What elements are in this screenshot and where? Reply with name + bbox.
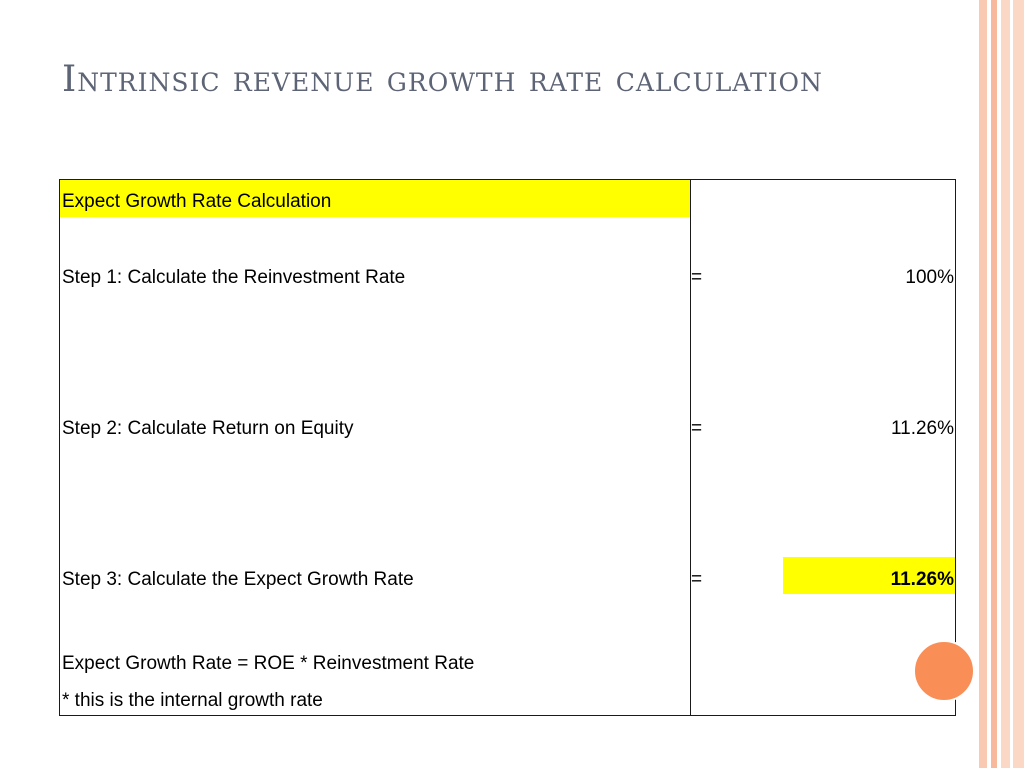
decorative-stripe xyxy=(987,0,991,768)
step-3-operator: = xyxy=(691,569,703,590)
step-2-value: 11.26% xyxy=(890,418,954,439)
step-1-operator: = xyxy=(691,267,703,288)
step-2-label: Step 2: Calculate Return on Equity xyxy=(62,418,354,439)
step-1-label: Step 1: Calculate the Reinvestment Rate xyxy=(62,267,406,288)
step-3-label: Step 3: Calculate the Expect Growth Rate xyxy=(62,569,414,590)
decorative-stripe xyxy=(1010,0,1013,768)
growth-rate-table: Expect Growth Rate Calculation Step 1: C… xyxy=(59,179,956,716)
step-1-value: 100% xyxy=(905,267,954,288)
formula-text: Expect Growth Rate = ROE * Reinvestment … xyxy=(62,653,475,674)
table-header-highlight xyxy=(60,180,690,217)
decorative-stripe xyxy=(997,0,1001,768)
decorative-circle xyxy=(913,640,975,702)
step-3-value: 11.26% xyxy=(890,569,954,590)
decorative-stripe xyxy=(991,0,997,768)
table-header: Expect Growth Rate Calculation xyxy=(62,191,332,212)
result-highlight xyxy=(783,557,955,594)
decorative-stripe xyxy=(979,0,987,768)
step-2-operator: = xyxy=(691,418,703,439)
slide-title: Intrinsic revenue growth rate calculatio… xyxy=(62,59,823,100)
footnote-text: * this is the internal growth rate xyxy=(62,690,323,711)
column-divider xyxy=(690,180,691,715)
